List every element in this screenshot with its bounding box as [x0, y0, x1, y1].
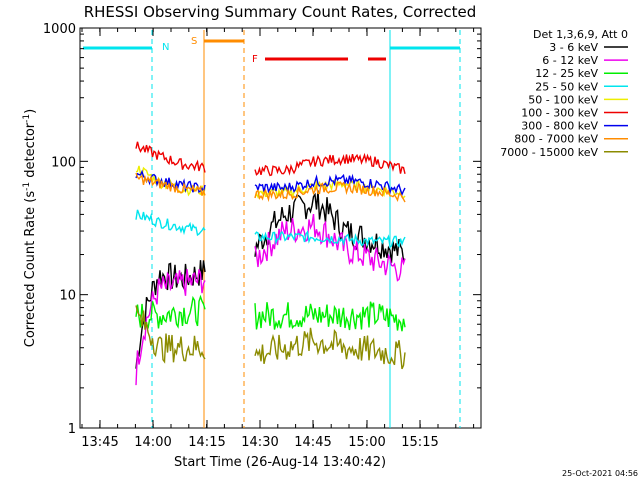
series-line — [254, 178, 406, 199]
x-tick-label: 15:15 — [401, 435, 438, 450]
x-tick-label: 14:15 — [188, 435, 225, 450]
legend-label: 12 - 25 keV — [535, 67, 598, 80]
legend-label: 6 - 12 keV — [542, 54, 598, 67]
series-line — [135, 260, 206, 369]
series-line — [135, 305, 206, 364]
x-tick-label: 14:30 — [241, 435, 278, 450]
legend-label: 800 - 7000 keV — [514, 133, 598, 146]
series-line — [135, 172, 206, 196]
footer-date: 25-Oct-2021 04:56 — [562, 469, 638, 478]
series-line — [135, 269, 206, 386]
series-line — [254, 327, 406, 370]
flare-flag-label: F — [252, 54, 258, 65]
y-label-sup1: -1 — [22, 182, 32, 191]
x-tick-label: 14:45 — [294, 435, 331, 450]
plot-frame — [79, 27, 482, 429]
series-line — [254, 173, 406, 197]
y-label-part3: ) — [23, 109, 38, 114]
y-tick-label: 1 — [68, 422, 76, 437]
legend-label: 3 - 6 keV — [549, 41, 598, 54]
flag-layer: N S F — [83, 30, 461, 428]
chart-title: RHESSI Observing Summary Count Rates, Co… — [84, 3, 477, 21]
legend-label: 100 - 300 keV — [521, 107, 598, 120]
y-label-part2: detector — [23, 122, 38, 182]
x-tick-label: 14:00 — [134, 435, 171, 450]
x-axis-label: Start Time (26-Aug-14 13:40:42) — [174, 455, 386, 470]
series-line — [254, 152, 406, 177]
legend-label: 25 - 50 keV — [535, 80, 598, 93]
series-layer — [135, 141, 406, 386]
series-line — [254, 181, 406, 203]
y-label-sup2: -1 — [22, 114, 32, 123]
y-tick-label: 10 — [59, 289, 76, 304]
legend-label: 300 - 800 keV — [521, 120, 598, 133]
y-label-part1: Corrected Count Rate (s — [23, 191, 38, 348]
series-line — [135, 141, 206, 173]
series-line — [254, 230, 406, 249]
y-tick-label: 1000 — [43, 22, 76, 37]
series-line — [135, 209, 206, 237]
x-tick-label: 13:45 — [81, 435, 118, 450]
y-axis-ticks: 1 10 100 1000 — [43, 22, 481, 437]
x-axis-ticks: 13:45 14:00 14:15 14:30 14:45 15:00 15:15 — [81, 28, 475, 450]
y-tick-label: 100 — [51, 155, 76, 170]
legend-label: 50 - 100 keV — [528, 93, 598, 106]
series-line — [254, 190, 406, 263]
saa-flag-label: S — [191, 36, 197, 47]
y-axis-label: Corrected Count Rate (s-1 detector-1) — [22, 109, 38, 347]
night-flag-label: N — [162, 42, 169, 53]
legend-label: 7000 - 15000 keV — [500, 146, 598, 159]
series-line — [254, 301, 406, 332]
x-tick-label: 15:00 — [348, 435, 385, 450]
legend-title: Det 1,3,6,9, Att 0 — [533, 28, 628, 41]
